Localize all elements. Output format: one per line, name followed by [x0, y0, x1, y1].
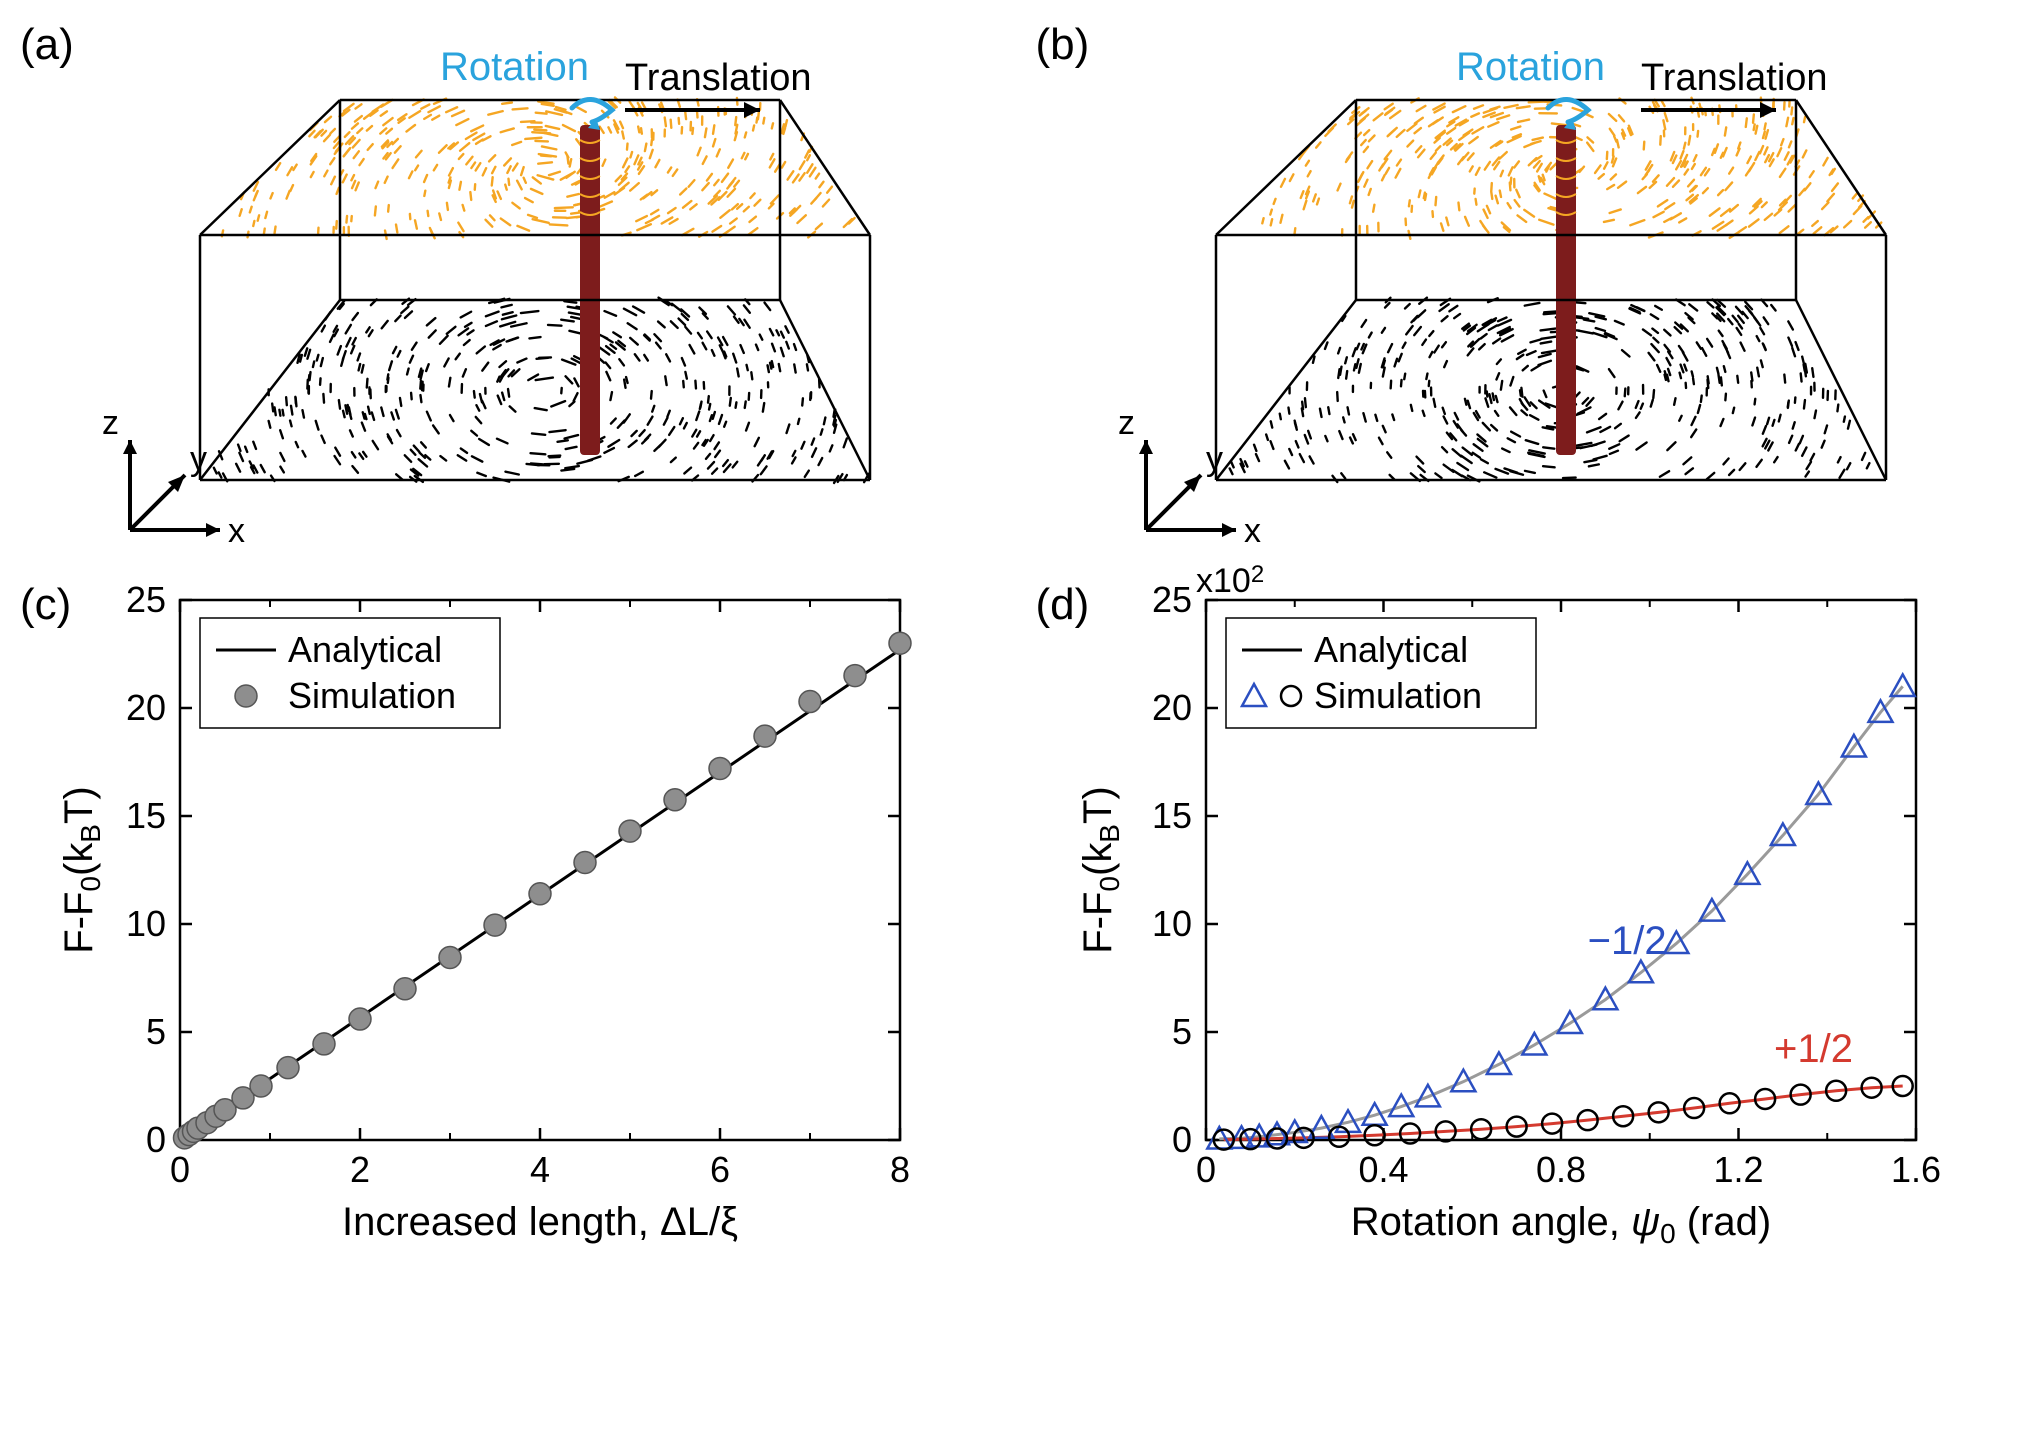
panel-d-svg: 0 0.4 0.8 1.2 1.6 0 5 10 15 20 25x102 −1/2 +1/2 Rotat…: [1066, 560, 1946, 1260]
svg-text:Rotation: Rotation: [440, 45, 589, 89]
svg-text:6: 6: [710, 1149, 730, 1190]
panel-b-scene: Rotation Translation x z y: [1096, 30, 1976, 550]
svg-text:z: z: [102, 404, 119, 442]
svg-text:0: 0: [1171, 1119, 1191, 1160]
svg-text:−1/2: −1/2: [1587, 919, 1666, 963]
figure-grid: (a) Rotation Translation x z y (b) Rotation T…: [20, 20, 2011, 1260]
svg-text:25: 25: [126, 579, 166, 620]
svg-text:y: y: [1206, 440, 1223, 478]
panel-c-plot: 0 2 4 6 8 0 5 10 15 20 25 Increased length, ΔL/ξ F-F…: [50, 560, 930, 1260]
svg-text:10: 10: [126, 903, 166, 944]
svg-text:25: 25: [1151, 579, 1191, 620]
panel-d-label: (d): [1036, 580, 1090, 630]
svg-text:Rotation angle, ψ0 (rad): Rotation angle, ψ0 (rad): [1350, 1200, 1770, 1249]
svg-text:Analytical: Analytical: [288, 629, 442, 670]
svg-text:F-F0(kBT): F-F0(kBT): [57, 786, 106, 954]
svg-text:y: y: [190, 440, 207, 478]
svg-text:x: x: [228, 512, 245, 550]
svg-text:Simulation: Simulation: [288, 675, 456, 716]
panel-b-svg: Rotation Translation x z y: [1096, 30, 1976, 550]
svg-text:0.4: 0.4: [1358, 1149, 1408, 1190]
svg-text:F-F0(kBT): F-F0(kBT): [1076, 786, 1125, 954]
svg-text:5: 5: [1171, 1011, 1191, 1052]
panel-a-svg: Rotation Translation x z y: [80, 30, 960, 550]
svg-text:4: 4: [530, 1149, 550, 1190]
svg-text:20: 20: [1151, 687, 1191, 728]
svg-text:Analytical: Analytical: [1314, 629, 1468, 670]
panel-c: (c) 0 2 4 6 8 0 5 10 15 20 25 Increased length, ΔL/…: [20, 560, 996, 1260]
svg-text:Increased length, ΔL/ξ: Increased length, ΔL/ξ: [342, 1200, 738, 1244]
svg-text:Simulation: Simulation: [1314, 675, 1482, 716]
panel-d: (d) 0 0.4 0.8 1.2 1.6 0 5 10 15 20 25x102 −1/2 +1/2 R…: [1036, 560, 2012, 1260]
svg-text:x102: x102: [1196, 561, 1264, 600]
svg-text:15: 15: [126, 795, 166, 836]
svg-text:15: 15: [1151, 795, 1191, 836]
panel-b: (b) Rotation Translation x z y: [1036, 20, 2012, 550]
svg-text:Rotation: Rotation: [1456, 45, 1605, 89]
svg-text:20: 20: [126, 687, 166, 728]
svg-text:0.8: 0.8: [1535, 1149, 1585, 1190]
svg-text:0: 0: [146, 1119, 166, 1160]
svg-text:x: x: [1244, 512, 1261, 550]
svg-text:+1/2: +1/2: [1774, 1027, 1853, 1071]
panel-a-label: (a): [20, 20, 74, 70]
panel-c-svg: 0 2 4 6 8 0 5 10 15 20 25 Increased length, ΔL/ξ F-F…: [50, 560, 930, 1260]
svg-text:1.2: 1.2: [1713, 1149, 1763, 1190]
svg-text:2: 2: [350, 1149, 370, 1190]
svg-text:8: 8: [890, 1149, 910, 1190]
svg-text:Translation: Translation: [1641, 57, 1828, 99]
panel-a: (a) Rotation Translation x z y: [20, 20, 996, 550]
panel-b-label: (b): [1036, 20, 1090, 70]
svg-text:Translation: Translation: [625, 57, 812, 99]
svg-text:5: 5: [146, 1011, 166, 1052]
panel-d-plot: 0 0.4 0.8 1.2 1.6 0 5 10 15 20 25x102 −1/2 +1/2 Rotat…: [1066, 560, 1946, 1260]
panel-a-scene: Rotation Translation x z y: [80, 30, 960, 550]
panel-c-label: (c): [20, 580, 71, 630]
svg-text:0: 0: [1195, 1149, 1215, 1190]
svg-text:0: 0: [170, 1149, 190, 1190]
svg-text:1.6: 1.6: [1890, 1149, 1940, 1190]
svg-text:z: z: [1118, 404, 1135, 442]
svg-text:10: 10: [1151, 903, 1191, 944]
